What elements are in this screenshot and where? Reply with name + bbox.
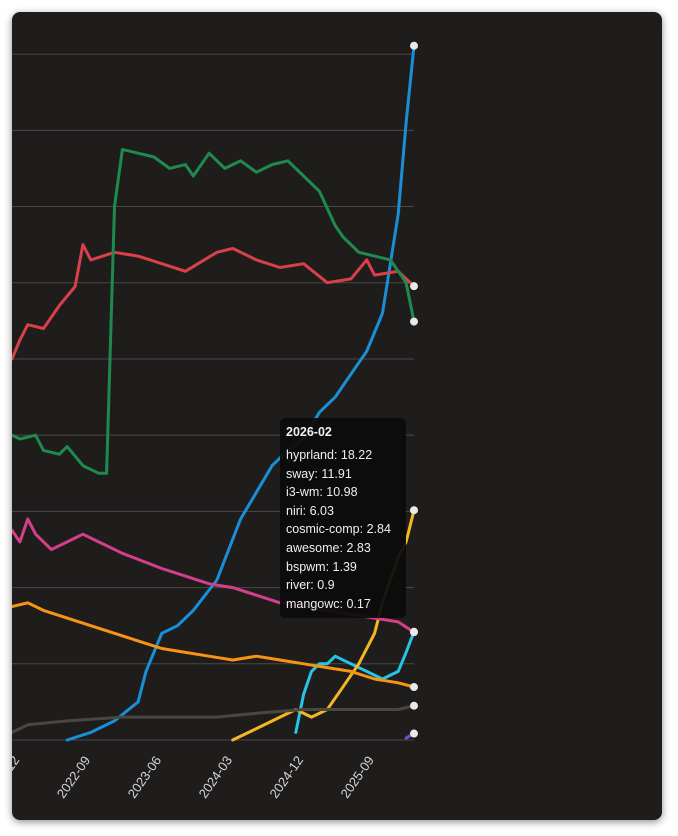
x-tick-label: 2025-09: [337, 753, 377, 801]
x-tick-label: 2021-12: [12, 753, 22, 801]
x-tick-label: 2023-06: [125, 753, 165, 801]
tooltip-row-i3-wm: i3-wm: 10.98: [286, 485, 358, 500]
tooltip-row-cosmic-comp: cosmic-comp: 2.84: [286, 522, 391, 537]
series-point-awesome[interactable]: [410, 628, 418, 637]
tooltip-row-awesome: awesome: 2.83: [286, 540, 371, 555]
series-line-bspwm: [12, 601, 416, 689]
tooltip-row-hyprland: hyprland: 18.22: [286, 448, 373, 462]
series-point-river[interactable]: [410, 701, 418, 710]
series-point-i3-wm[interactable]: [410, 317, 418, 326]
chart-window: 2021-12 2022-09 2023-06 2024-03 2024-12 2025-…: [12, 12, 662, 820]
series-line-i3-wm: [12, 147, 416, 475]
series-point-sway[interactable]: [410, 282, 418, 291]
series-point-hyprland[interactable]: [410, 41, 418, 50]
series-point-bspwm[interactable]: [410, 683, 418, 692]
tooltip-row-bspwm: bspwm: 1.39: [286, 559, 357, 574]
series-line-hyprland: [65, 44, 416, 742]
x-tick-label: 2024-12: [266, 753, 306, 801]
tooltip-row-river: river: 0.9: [286, 578, 335, 593]
series-point-mangowc[interactable]: [410, 729, 418, 738]
line-chart: 2021-12 2022-09 2023-06 2024-03 2024-12 2025-…: [12, 41, 418, 801]
x-tick-label: 2022-09: [54, 753, 94, 801]
tooltip-title: 2026-02: [286, 425, 332, 439]
tooltip-row-mangowc: mangowc: 0.17: [286, 596, 371, 611]
hover-tooltip: 2026-02 hyprland: 18.22 sway: 11.91 i3-w…: [280, 418, 406, 618]
series-line-sway: [12, 243, 416, 361]
series-line-niri: [294, 630, 416, 734]
tooltip-row-sway: sway: 11.91: [286, 466, 352, 481]
series-line-river: [12, 704, 416, 734]
x-tick-label: 2024-03: [196, 753, 236, 801]
tooltip-row-niri: niri: 6.03: [286, 503, 334, 518]
series-point-cosmic-comp[interactable]: [410, 506, 418, 515]
